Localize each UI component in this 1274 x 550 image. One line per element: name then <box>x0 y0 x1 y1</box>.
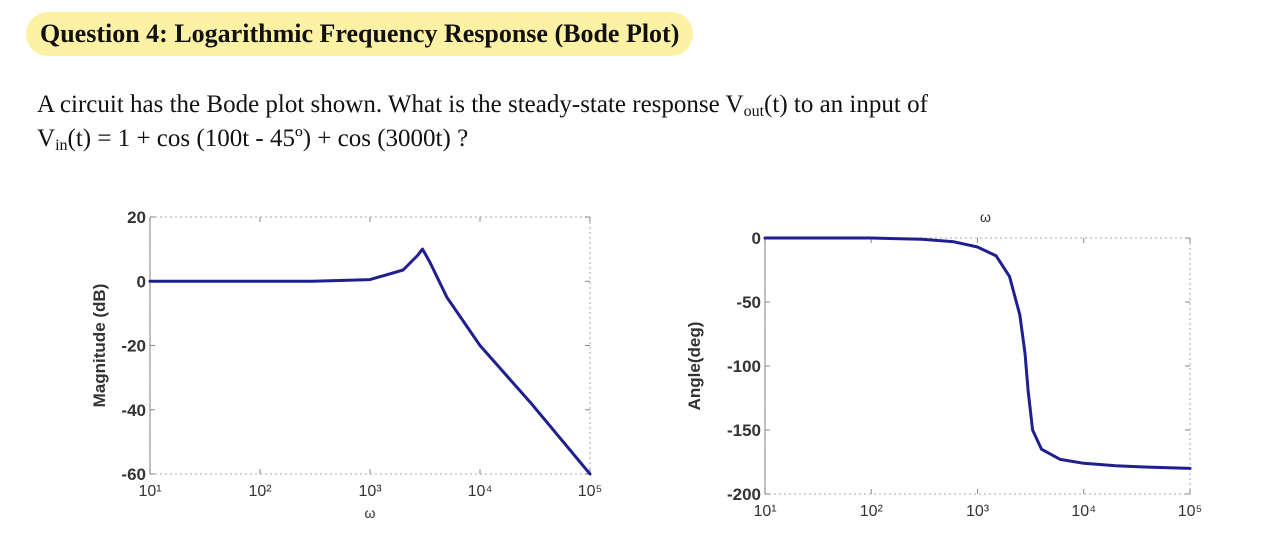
magnitude-series-line <box>148 247 592 476</box>
magnitude-y-tick-label: -40 <box>121 401 146 420</box>
question-line-1-text: A circuit has the Bode plot shown. What … <box>37 91 744 118</box>
vin-symbol: V <box>37 125 56 152</box>
phase-y-tick-label: -200 <box>727 485 761 504</box>
question-text: A circuit has the Bode plot shown. What … <box>37 88 1237 156</box>
magnitude-x-tick-label: 10⁴ <box>468 483 493 500</box>
phase-x-tick-label: 10⁵ <box>1178 503 1202 520</box>
question-line-2: Vin(t) = 1 + cos (100t - 45º) + cos (300… <box>37 122 1237 156</box>
vin-subscript: in <box>55 137 68 154</box>
phase-y-tick-label: 0 <box>752 229 761 248</box>
question-title: Question 4: Logarithmic Frequency Respon… <box>40 19 680 48</box>
magnitude-y-tick-label: 0 <box>137 272 146 291</box>
vout-subscript: out <box>743 103 765 120</box>
question-line-1: A circuit has the Bode plot shown. What … <box>37 88 1237 122</box>
magnitude-y-tick-label: 20 <box>127 208 146 227</box>
title-highlight: Question 4: Logarithmic Frequency Respon… <box>26 12 694 56</box>
question-line-1-end: (t) to an input of <box>764 91 928 118</box>
phase-frame <box>764 237 1191 495</box>
question-line-2-text: (t) = 1 + cos (100t - 45º) + cos (3000t)… <box>67 125 469 152</box>
phase-x-tick-label: 10³ <box>966 503 990 520</box>
phase-y-label: Angle(deg) <box>685 322 704 411</box>
magnitude-y-label: Magnitude (dB) <box>90 284 109 408</box>
phase-x-tick-label: 10⁴ <box>1071 503 1096 520</box>
phase-y-tick-label: -100 <box>727 357 761 376</box>
magnitude-x-tick-label: 10¹ <box>138 483 161 500</box>
phase-top-label: ω <box>980 209 991 225</box>
phase-series-line <box>763 236 1192 470</box>
magnitude-x-label: ω <box>365 505 376 521</box>
magnitude-y-tick-label: -20 <box>121 337 146 356</box>
magnitude-frame <box>149 216 591 475</box>
magnitude-y-tick-label: -60 <box>121 465 146 484</box>
phase-y-tick-label: -150 <box>727 421 761 440</box>
magnitude-x-tick-label: 10⁵ <box>578 483 602 500</box>
phase-x-tick-label: 10¹ <box>753 503 776 520</box>
phase-y-tick-label: -50 <box>736 293 761 312</box>
magnitude-x-tick-label: 10³ <box>358 483 382 500</box>
phase-x-tick-label: 10² <box>860 503 884 520</box>
magnitude-x-tick-label: 10² <box>248 483 272 500</box>
